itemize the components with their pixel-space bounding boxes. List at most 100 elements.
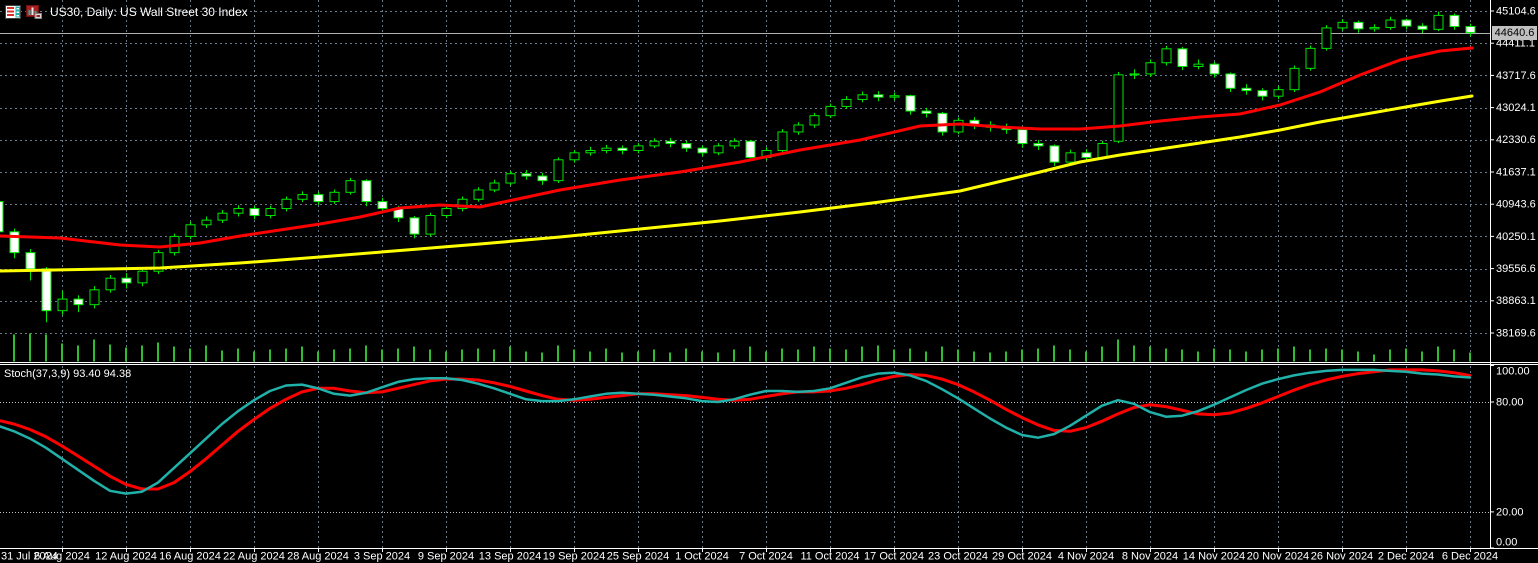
candle-body: [25, 252, 36, 270]
stoch-axis-label: 0.00: [1496, 536, 1517, 548]
candle-body: [1065, 152, 1076, 163]
volume-bar: [1341, 349, 1343, 362]
price-axis-label: 40943.6: [1496, 199, 1536, 211]
candle-body: [329, 191, 340, 203]
volume-bar: [701, 351, 703, 362]
candle-body: [1417, 25, 1428, 30]
price-axis-scale[interactable]: [1491, 0, 1538, 549]
volume-bar: [973, 351, 975, 362]
candle-body: [1033, 143, 1044, 147]
candle-body: [361, 180, 372, 203]
quotes-table-icon: [5, 5, 21, 19]
candle-body: [617, 147, 628, 152]
candle-body: [201, 219, 212, 226]
main-chart-area[interactable]: [0, 0, 1490, 362]
candle-body: [1129, 73, 1140, 76]
volume-bar: [301, 346, 303, 362]
volume-bar: [1261, 349, 1263, 362]
date-axis-scale[interactable]: [0, 550, 1538, 563]
volume-bar: [253, 351, 255, 362]
volume-bar: [1181, 349, 1183, 362]
volume-bar: [141, 345, 143, 362]
volume-bar: [429, 349, 431, 362]
volume-bar: [349, 348, 351, 362]
candle-body: [1465, 26, 1476, 34]
candle-body: [745, 140, 756, 158]
volume-bar: [1149, 346, 1151, 362]
candle-body: [1289, 67, 1300, 91]
volume-bar: [1069, 349, 1071, 362]
stochastic-panel-area[interactable]: [0, 366, 1490, 548]
candle-body: [1321, 27, 1332, 49]
price-axis-label: 38169.6: [1496, 327, 1536, 339]
volume-bar: [157, 342, 159, 362]
chart-title: US30, Daily: US Wall Street 30 Index: [50, 5, 248, 19]
candle-body: [601, 147, 612, 152]
volume-bar: [941, 346, 943, 362]
candle-body: [937, 112, 948, 133]
date-axis-label: 6 Dec 2024: [1442, 550, 1498, 562]
volume-bar: [109, 344, 111, 362]
candle-body: [1241, 87, 1252, 92]
volume-bar: [1373, 354, 1375, 362]
volume-bar: [1421, 351, 1423, 362]
volume-bar: [13, 334, 15, 362]
volume-bar: [909, 348, 911, 362]
stoch-axis-label: 100.00: [1496, 365, 1530, 377]
date-axis-label: 11 Oct 2024: [800, 550, 859, 562]
price-axis-label: 44411.1: [1496, 38, 1535, 50]
volume-bar: [1053, 345, 1055, 362]
candle-body: [41, 268, 52, 312]
candle-body: [873, 94, 884, 98]
price-axis-label: 42330.6: [1496, 134, 1536, 146]
volume-bar: [541, 352, 543, 362]
volume-bar: [509, 346, 511, 362]
candle-body: [1353, 21, 1364, 30]
candle-body: [665, 140, 676, 145]
date-axis-label: 29 Oct 2024: [992, 550, 1052, 562]
candle-body: [441, 208, 452, 217]
volume-bar: [749, 346, 751, 362]
candle-body: [233, 208, 244, 214]
volume-bar: [829, 348, 831, 362]
candle-body: [105, 277, 116, 291]
price-axis-label: 45104.6: [1496, 5, 1536, 17]
candle-body: [713, 145, 724, 154]
candle-body: [921, 110, 932, 114]
volume-bar: [77, 345, 79, 362]
date-axis-label: 23 Oct 2024: [928, 550, 988, 562]
candle-body: [313, 194, 324, 203]
candle-body: [89, 289, 100, 306]
candle-body: [809, 115, 820, 126]
candle-body: [633, 145, 644, 152]
candle-body: [905, 95, 916, 112]
candle-body: [1081, 152, 1092, 158]
stochastic-indicator-label: Stoch(37,3,9) 93.40 94.38: [4, 368, 132, 380]
volume-bar: [989, 352, 991, 362]
candle-body: [857, 94, 868, 100]
volume-bar: [669, 352, 671, 362]
volume-bar: [189, 348, 191, 362]
candle-body: [377, 201, 388, 210]
volume-bar: [957, 349, 959, 362]
ma-slow-yellow-line: [0, 94, 1474, 273]
volume-bar: [557, 345, 559, 362]
volume-bar: [1021, 349, 1023, 362]
candle-body: [1049, 145, 1060, 163]
current-price-label: 44640.6: [1492, 26, 1537, 40]
candle-body: [553, 159, 564, 182]
volume-bar: [781, 348, 783, 362]
candle-body: [57, 298, 68, 312]
volume-bar: [173, 346, 175, 362]
date-axis-label: 17 Oct 2024: [864, 550, 924, 562]
date-axis-label: 31 Jul 2024: [1, 550, 58, 562]
volume-bar: [1037, 348, 1039, 362]
candle-body: [841, 98, 852, 107]
volume-bar: [285, 348, 287, 362]
candle-body: [345, 180, 356, 193]
volume-bar: [1453, 349, 1455, 362]
stoch-axis-label: 20.00: [1496, 506, 1524, 518]
date-axis-label: 7 Oct 2024: [739, 550, 793, 562]
candle-body: [473, 189, 484, 200]
